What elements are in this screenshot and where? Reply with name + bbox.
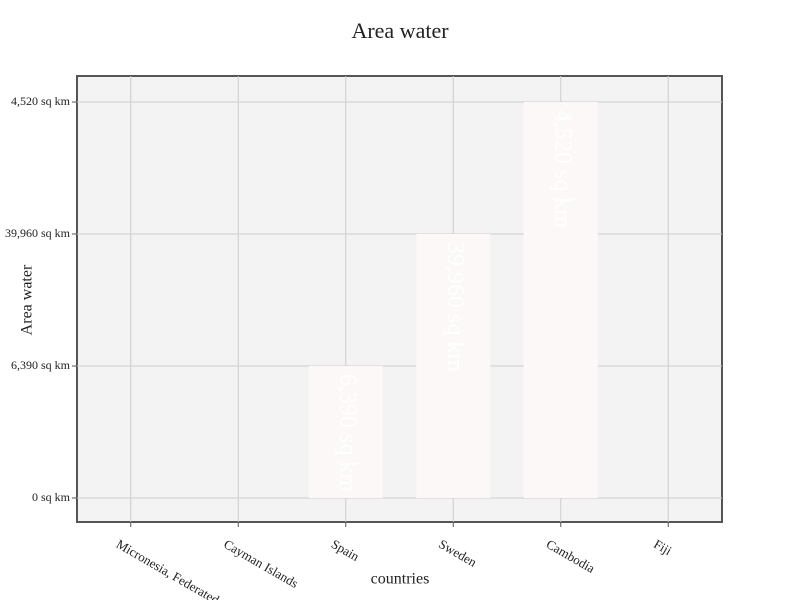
y-axis-label: Area water	[19, 264, 36, 335]
plot-area	[76, 75, 723, 523]
value-label: 4,520 sq km	[549, 110, 575, 228]
value-label: 39,960 sq km	[442, 242, 468, 372]
y-tick-label: 39,960 sq km	[5, 226, 71, 240]
x-tick-label: Sweden	[436, 536, 480, 570]
x-axis-label: countries	[371, 571, 430, 588]
y-tick-label: 4,520 sq km	[11, 94, 71, 108]
x-tick-label: Cambodia	[544, 536, 598, 576]
bar	[416, 234, 491, 498]
y-tick-label: 6,390 sq km	[11, 358, 71, 372]
bar	[523, 102, 598, 498]
y-tick-label: 0 sq km	[32, 490, 71, 504]
x-tick-label: Cayman Islands	[221, 536, 301, 591]
x-tick-label: Spain	[329, 536, 363, 564]
chart-title: Area water	[351, 18, 449, 43]
bar	[308, 366, 383, 498]
value-label: 6,390 sq km	[334, 374, 360, 492]
x-tick-label: Fiji	[651, 536, 674, 558]
